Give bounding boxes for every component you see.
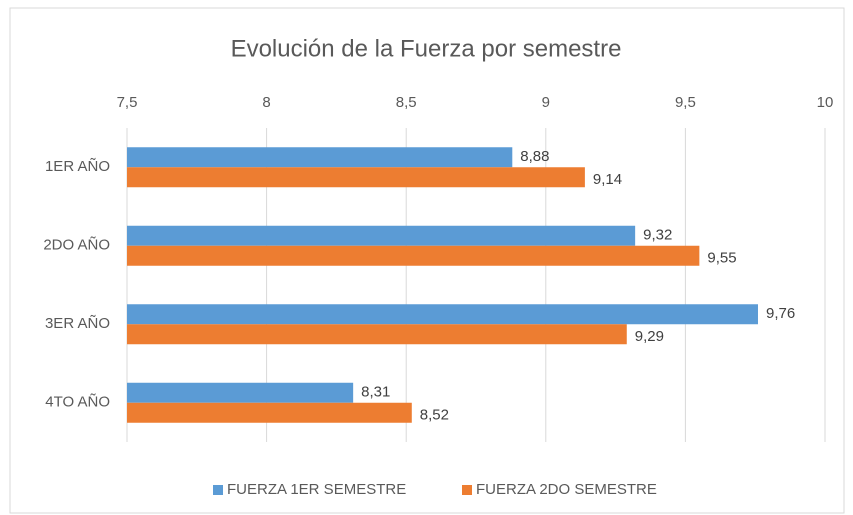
y-tick-label: 4TO AÑO: [45, 394, 110, 411]
data-label: 8,31: [361, 384, 390, 401]
x-tick-label: 7,5: [117, 94, 138, 111]
chart-title: Evolución de la Fuerza por semestre: [231, 35, 622, 62]
data-label: 9,55: [707, 250, 736, 267]
data-label: 9,14: [593, 171, 622, 188]
x-tick-label: 8: [262, 94, 270, 111]
data-label: 8,52: [420, 407, 449, 424]
data-label: 9,76: [766, 305, 795, 322]
data-label: 9,32: [643, 227, 672, 244]
x-tick-label: 9,5: [675, 94, 696, 111]
bar: [127, 167, 585, 188]
x-tick-label: 10: [817, 94, 834, 111]
bar: [127, 245, 700, 266]
y-tick-label: 2DO AÑO: [43, 237, 110, 254]
bar: [127, 382, 354, 403]
legend-label: FUERZA 2DO SEMESTRE: [476, 481, 657, 498]
bar: [127, 324, 627, 345]
data-label: 9,29: [635, 328, 664, 345]
bar: [127, 402, 412, 423]
bar: [127, 225, 636, 246]
legend-swatch: [462, 485, 472, 495]
data-label: 8,88: [520, 148, 549, 165]
x-tick-label: 9: [542, 94, 550, 111]
y-tick-label: 1ER AÑO: [45, 158, 110, 175]
y-tick-label: 3ER AÑO: [45, 315, 110, 332]
x-tick-label: 8,5: [396, 94, 417, 111]
legend-label: FUERZA 1ER SEMESTRE: [227, 481, 406, 498]
bar: [127, 304, 758, 325]
bar: [127, 147, 513, 168]
legend-swatch: [213, 485, 223, 495]
